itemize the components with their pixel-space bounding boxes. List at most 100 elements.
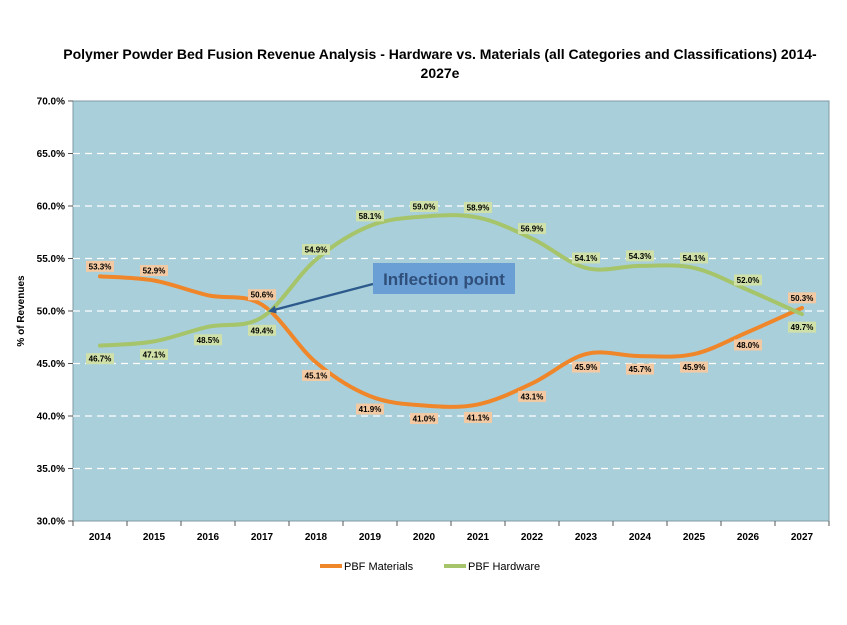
- data-label-text: 41.0%: [413, 415, 436, 424]
- x-tick-label: 2018: [305, 532, 328, 543]
- data-label: 58.9%: [464, 202, 492, 214]
- data-label-bg: [680, 361, 708, 373]
- data-label-text: 54.3%: [629, 252, 652, 261]
- data-label-text: 43.1%: [521, 392, 544, 401]
- data-label: 54.9%: [302, 244, 330, 256]
- data-label-bg: [410, 413, 438, 424]
- y-tick-label: 70.0%: [37, 97, 65, 108]
- data-label-text: 58.9%: [467, 204, 490, 213]
- data-label-bg: [302, 369, 330, 381]
- axes: 30.0% 35.0% 40.0% 45.0% 50.0% 55.0% 60.0% 65.0%…: [37, 97, 830, 543]
- y-tick-label: 60.0%: [37, 202, 65, 213]
- data-label: 45.9%: [572, 361, 600, 373]
- data-label: 54.1%: [680, 252, 708, 264]
- x-tick-label: 2027: [791, 532, 814, 543]
- x-tick-label: 2021: [467, 532, 490, 543]
- data-label: 45.9%: [680, 361, 708, 373]
- data-label: 52.9%: [140, 265, 168, 277]
- data-label: 50.6%: [248, 289, 276, 301]
- x-tick-label: 2023: [575, 532, 598, 543]
- annotation-box: [373, 263, 515, 294]
- x-tick-label: 2024: [629, 532, 652, 543]
- data-label-text: 52.9%: [143, 267, 166, 276]
- data-label: 49.4%: [248, 324, 276, 336]
- data-label-text: 41.1%: [467, 413, 490, 422]
- data-label-text: 48.5%: [197, 336, 220, 345]
- data-label-text: 52.0%: [737, 276, 760, 285]
- y-tick-label: 30.0%: [37, 517, 65, 528]
- y-tick-label: 35.0%: [37, 464, 65, 475]
- data-label-bg: [734, 339, 762, 351]
- data-label-bg: [572, 252, 600, 264]
- data-label-bg: [248, 324, 276, 336]
- data-label-bg: [194, 334, 222, 346]
- data-label-text: 46.7%: [89, 355, 112, 364]
- y-tick-label: 45.0%: [37, 359, 65, 370]
- data-label: 56.9%: [518, 223, 546, 235]
- legend-label: PBF Hardware: [468, 561, 540, 573]
- x-tick-label: 2020: [413, 532, 436, 543]
- chart-title: Polymer Powder Bed Fusion Revenue Analys…: [63, 46, 817, 81]
- data-label: 45.1%: [302, 369, 330, 381]
- data-label-bg: [572, 361, 600, 373]
- data-label: 45.7%: [626, 363, 654, 375]
- y-tick-label: 65.0%: [37, 149, 65, 160]
- annotation-arrow: [268, 282, 374, 314]
- data-label-text: 53.3%: [89, 262, 112, 271]
- series-lines: [98, 213, 804, 409]
- data-label-text: 54.1%: [683, 254, 706, 263]
- data-label-bg: [86, 260, 114, 272]
- data-label: 48.5%: [194, 334, 222, 346]
- y-tick-label: 55.0%: [37, 254, 65, 265]
- data-label-bg: [464, 202, 492, 214]
- x-tick-label: 2022: [521, 532, 544, 543]
- data-label-bg: [140, 348, 168, 360]
- data-label: 49.7%: [788, 321, 816, 333]
- data-label-text: 49.7%: [791, 323, 814, 332]
- series-line-pbf-materials: [98, 274, 804, 409]
- y-axis-label: % of Revenues: [16, 275, 27, 347]
- x-tick-label: 2025: [683, 532, 706, 543]
- data-label-text: 47.1%: [143, 350, 166, 359]
- data-label-bg: [86, 353, 114, 365]
- data-label: 41.0%: [410, 413, 438, 424]
- data-label-text: 54.9%: [305, 246, 328, 255]
- x-tick-label: 2014: [89, 532, 112, 543]
- x-tick-label: 2016: [197, 532, 220, 543]
- y-tick-label: 50.0%: [37, 307, 65, 318]
- x-tick-label: 2026: [737, 532, 760, 543]
- data-label: 43.1%: [518, 390, 546, 402]
- data-label-bg: [518, 223, 546, 235]
- data-label: 54.1%: [572, 252, 600, 264]
- data-label-text: 50.6%: [251, 291, 274, 300]
- legend: PBF Materials PBF Hardware: [320, 561, 540, 573]
- data-label: 53.3%: [86, 260, 114, 272]
- data-label-bg: [302, 244, 330, 256]
- data-label-text: 56.9%: [521, 225, 544, 234]
- data-label: 41.1%: [464, 411, 492, 423]
- data-label: 41.9%: [356, 403, 384, 415]
- annotation-text: Inflection point: [383, 270, 505, 289]
- data-label: 58.1%: [356, 210, 384, 222]
- data-label-bg: [788, 292, 816, 304]
- data-label: 48.0%: [734, 339, 762, 351]
- data-label: 46.7%: [86, 353, 114, 365]
- data-label-text: 45.1%: [305, 371, 328, 380]
- data-label: 50.3%: [788, 292, 816, 304]
- data-label-text: 48.0%: [737, 341, 760, 350]
- data-label-bg: [788, 321, 816, 333]
- data-labels: 53.3% 52.9% 50.6% 45.1% 41.9% 41.0% 41.1% 43.1%…: [86, 201, 816, 424]
- series-line-pbf-hardware: [98, 213, 804, 348]
- data-label-text: 45.7%: [629, 365, 652, 374]
- data-label-text: 45.9%: [683, 363, 706, 372]
- data-label-bg: [248, 289, 276, 301]
- data-label-bg: [464, 411, 492, 423]
- inflection-annotation: Inflection point: [268, 263, 515, 314]
- data-label-bg: [626, 250, 654, 262]
- data-label-bg: [626, 363, 654, 375]
- x-tick-label: 2015: [143, 532, 166, 543]
- data-label-text: 45.9%: [575, 363, 598, 372]
- data-label-bg: [140, 265, 168, 277]
- data-label: 54.3%: [626, 250, 654, 262]
